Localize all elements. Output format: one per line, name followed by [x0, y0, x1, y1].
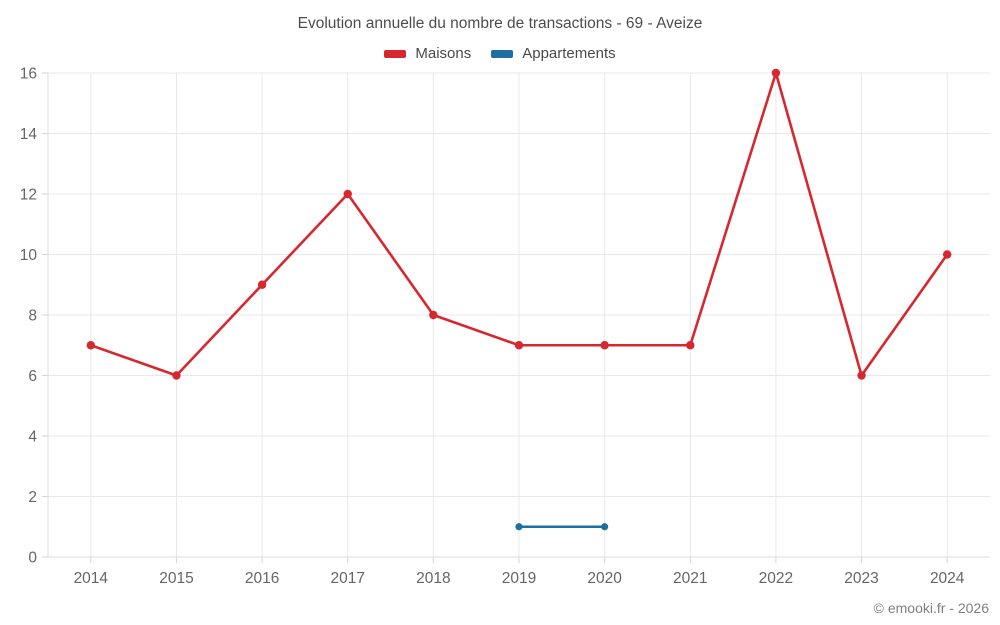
y-axis-label: 14	[20, 126, 38, 143]
x-axis-label: 2021	[673, 570, 707, 587]
x-axis-label: 2018	[416, 570, 450, 587]
legend-item-label: Appartements	[522, 45, 616, 62]
data-point-maisons-2018[interactable]	[429, 310, 438, 320]
data-point-maisons-2024[interactable]	[942, 250, 952, 259]
data-point-maisons-2020[interactable]	[600, 341, 609, 350]
legend-item-label: Maisons	[415, 45, 472, 62]
x-axis-label: 2016	[245, 570, 279, 587]
x-axis-label: 2017	[330, 570, 364, 587]
data-point-maisons-2021[interactable]	[686, 341, 695, 350]
data-point-maisons-2017[interactable]	[343, 189, 352, 199]
data-point-maisons-2016[interactable]	[257, 280, 267, 289]
x-axis-label: 2019	[502, 570, 536, 587]
y-axis-label: 8	[28, 308, 37, 325]
data-point-maisons-2015[interactable]	[172, 371, 181, 380]
y-axis-label: 10	[20, 247, 38, 264]
y-axis-label: 12	[20, 187, 37, 204]
x-axis-label: 2023	[844, 570, 878, 587]
legend-item-maisons[interactable]: Maisons	[384, 45, 471, 62]
data-point-maisons-2019[interactable]	[514, 341, 524, 350]
x-axis-label: 2015	[159, 570, 193, 587]
legend-swatch-icon	[384, 49, 407, 58]
y-axis-label: 16	[20, 66, 37, 83]
y-axis-label: 6	[28, 368, 37, 385]
watermark: © emooki.fr - 2026	[873, 600, 989, 616]
x-axis-label: 2024	[930, 570, 965, 587]
data-point-maisons-2023[interactable]	[857, 371, 866, 380]
legend-swatch-icon	[491, 49, 514, 58]
data-point-maisons-2014[interactable]	[86, 341, 96, 350]
x-axis-label: 2020	[587, 570, 622, 587]
chart-title: Evolution annuelle du nombre de transact…	[297, 15, 703, 32]
chart-legend: Maisons Appartements	[0, 45, 1000, 62]
data-point-appartements-2019[interactable]	[515, 523, 523, 531]
y-axis-label: 2	[28, 489, 37, 506]
x-axis-label: 2014	[74, 570, 109, 587]
y-axis-label: 4	[28, 429, 37, 446]
data-point-appartements-2020[interactable]	[601, 523, 609, 531]
y-axis-label: 0	[28, 550, 37, 567]
legend-item-appartements[interactable]: Appartements	[491, 45, 616, 62]
x-axis-label: 2022	[759, 570, 793, 587]
data-point-maisons-2022[interactable]	[771, 68, 781, 78]
